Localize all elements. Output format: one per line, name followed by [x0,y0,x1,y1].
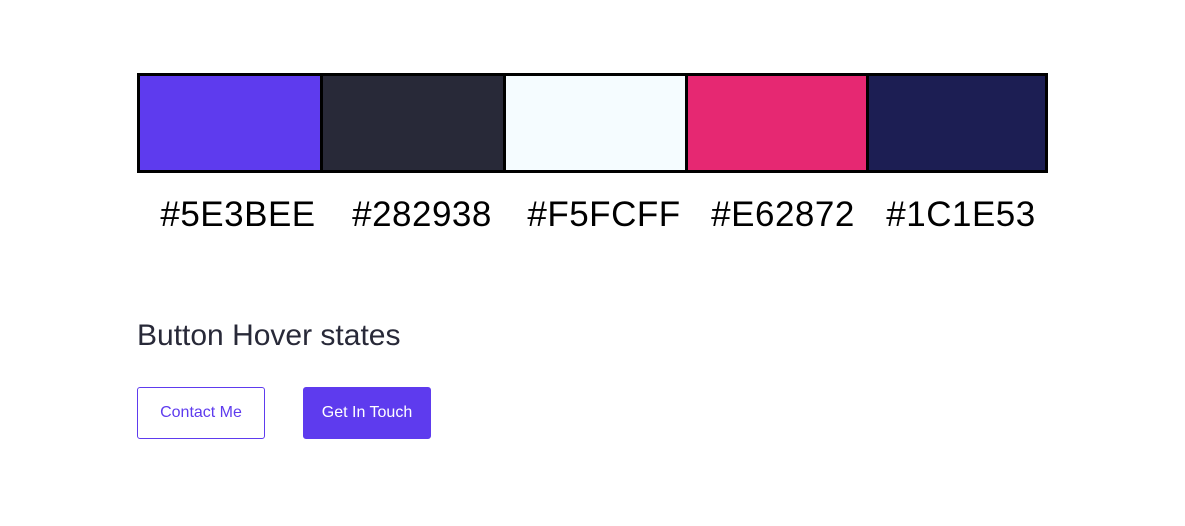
get-in-touch-button[interactable]: Get In Touch [303,387,431,439]
hex-label-primary: #5E3BEE [160,195,316,234]
color-palette [137,73,1048,173]
hex-label-accent: #E62872 [711,195,855,234]
hex-label-navy: #1C1E53 [886,195,1036,234]
color-swatch-dark [320,76,503,170]
color-swatch-light [503,76,685,170]
hex-label-light: #F5FCFF [527,195,681,234]
contact-me-button[interactable]: Contact Me [137,387,265,439]
section-title: Button Hover states [137,319,401,352]
color-hex-labels: #5E3BEE #282938 #F5FCFF #E62872 #1C1E53 [137,193,1048,237]
color-swatch-primary [140,76,320,170]
color-swatch-accent [685,76,866,170]
hex-label-dark: #282938 [352,195,492,234]
color-swatch-navy [866,76,1045,170]
